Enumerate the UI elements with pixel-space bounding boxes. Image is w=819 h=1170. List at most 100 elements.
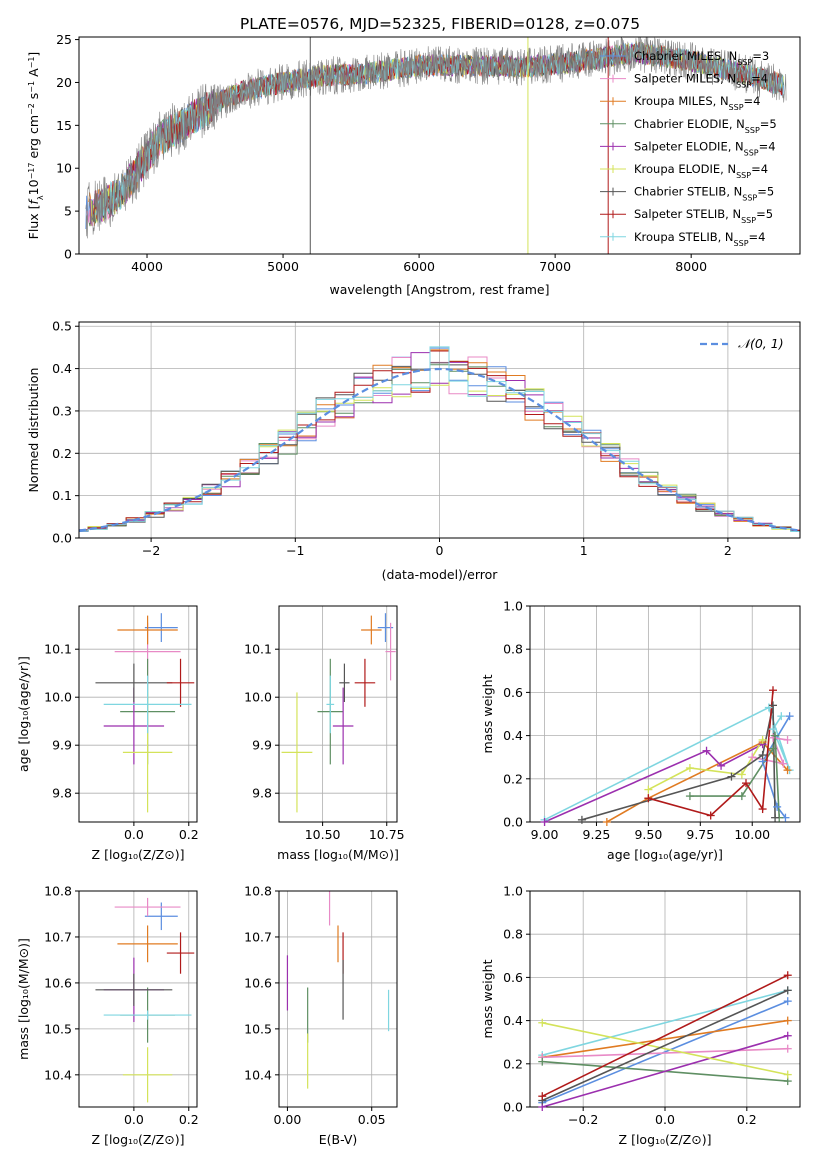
spectrum-axes: 4000 5000 6000 7000 8000 0 5 10 15 20 25 wavelength… bbox=[26, 32, 801, 297]
legend-label: 𝒩(0, 1) bbox=[738, 336, 784, 351]
y-tick-label: 0.8 bbox=[503, 642, 523, 657]
y-axis-label: Flux [fλ10−17 erg cm−2 s−1 A−1] bbox=[26, 52, 45, 240]
x-tick-label: 0.2 bbox=[179, 1112, 199, 1127]
x-axis-label: (data-model)/error bbox=[382, 567, 499, 582]
y-tick-label: 10.7 bbox=[44, 929, 72, 944]
histogram-kroupa-elodie bbox=[79, 360, 800, 532]
histogram-salpeter-stelib bbox=[79, 350, 800, 531]
y-tick-label: 0.4 bbox=[503, 1013, 523, 1028]
y-tick-label: 10.6 bbox=[244, 975, 272, 990]
x-axis-label: wavelength [Angstrom, rest frame] bbox=[329, 282, 549, 297]
y-tick-label: 25 bbox=[56, 32, 72, 47]
x-tick-label: 0 bbox=[436, 543, 444, 558]
x-tick-label: 0.0 bbox=[124, 827, 144, 842]
y-tick-label: 0.1 bbox=[52, 488, 72, 503]
errorbar-point bbox=[385, 622, 396, 681]
axes-frame bbox=[78, 605, 198, 823]
y-tick-label: 0.4 bbox=[503, 728, 523, 743]
z-age-axes: 0.0 0.2 9.8 9.9 10.0 10.1 Z [log₁₀(Z/Z⊙)] age [… bbox=[16, 605, 199, 862]
x-tick-label: 2 bbox=[724, 543, 732, 558]
y-tick-label: 10.8 bbox=[244, 884, 272, 899]
errorbar-point bbox=[166, 932, 195, 974]
legend-label: Chabrier MILES, NSSP=3 bbox=[634, 49, 769, 67]
legend-label: Chabrier ELODIE, NSSP=5 bbox=[634, 117, 777, 135]
x-tick-label: 9.50 bbox=[634, 827, 662, 842]
errorbar-point bbox=[166, 658, 195, 707]
errorbar-point bbox=[95, 663, 173, 702]
errorbar-point bbox=[117, 925, 178, 963]
axes-frame bbox=[278, 605, 398, 823]
y-tick-label: 5 bbox=[64, 204, 72, 219]
histogram-chabrier-stelib bbox=[79, 362, 800, 532]
y-tick-label: 10.1 bbox=[244, 642, 272, 657]
x-tick-label: 10.00 bbox=[734, 827, 770, 842]
data-spectrum bbox=[85, 37, 787, 239]
x-axis-label: E(B-V) bbox=[319, 1132, 358, 1147]
weight-line-salpeter-elodie bbox=[542, 1034, 788, 1107]
errorbar-point bbox=[103, 675, 192, 734]
plot-area bbox=[95, 613, 195, 813]
x-tick-label: 8000 bbox=[675, 259, 707, 274]
x-tick-label: 10.75 bbox=[369, 827, 405, 842]
x-axis-label: Z [log₁₀(Z/Z⊙)] bbox=[92, 1132, 185, 1147]
y-axis-label: mass weight bbox=[480, 959, 495, 1038]
x-tick-label: 5000 bbox=[267, 259, 299, 274]
y-tick-label: 0.3 bbox=[52, 403, 72, 418]
y-tick-label: 9.8 bbox=[52, 786, 72, 801]
x-tick-label: −2 bbox=[142, 543, 160, 558]
x-tick-label: 6000 bbox=[403, 259, 435, 274]
errorbar-point bbox=[117, 615, 178, 645]
y-tick-label: 10.6 bbox=[44, 975, 72, 990]
y-tick-label: 10.0 bbox=[244, 690, 272, 705]
y-tick-label: 10.5 bbox=[44, 1021, 72, 1036]
weight-line-salpeter-miles bbox=[752, 736, 788, 765]
y-tick-label: 10.4 bbox=[44, 1067, 72, 1082]
y-axis-label: mass weight bbox=[480, 674, 495, 753]
y-tick-label: 9.9 bbox=[252, 738, 272, 753]
x-tick-label: 0.05 bbox=[358, 1112, 386, 1127]
legend-label: Kroupa ELODIE, NSSP=4 bbox=[634, 162, 768, 180]
weight-line-kroupa-stelib bbox=[542, 989, 788, 1056]
plot-area bbox=[95, 897, 195, 1103]
y-tick-label: 0.6 bbox=[503, 970, 523, 985]
y-tick-label: 1.0 bbox=[503, 599, 523, 614]
errorbar-point bbox=[332, 687, 354, 765]
figure-title: PLATE=0576, MJD=52325, FIBERID=0128, z=0… bbox=[240, 15, 640, 33]
ebv-mass-axes: 0.00 0.05 10.4 10.5 10.6 10.7 10.8 E(B-V) bbox=[244, 884, 398, 1147]
axes-frame bbox=[529, 605, 801, 823]
y-tick-label: 10.7 bbox=[244, 929, 272, 944]
plot-area bbox=[79, 346, 800, 532]
errorbar-point bbox=[122, 1047, 173, 1103]
y-tick-label: 10.1 bbox=[44, 642, 72, 657]
y-tick-label: 0.0 bbox=[503, 815, 523, 830]
y-axis-label: age [log₁₀(age/yr)] bbox=[16, 656, 31, 772]
axes-frame bbox=[78, 890, 198, 1108]
x-axis-label: age [log₁₀(age/yr)] bbox=[607, 847, 723, 862]
errorbar-point bbox=[144, 613, 178, 642]
y-axis-label: Normed distribution bbox=[26, 368, 41, 493]
weight-line-chabrier-stelib bbox=[541, 989, 789, 1102]
y-tick-label: 15 bbox=[56, 118, 72, 133]
plot-area bbox=[281, 613, 396, 813]
y-tick-label: 0.2 bbox=[503, 1056, 523, 1071]
y-tick-label: 10.8 bbox=[44, 884, 72, 899]
z-weight-axes: −0.2 0.0 0.2 0.0 0.2 0.4 0.6 0.8 1.0 Z [log₁₀(Z/Z… bbox=[480, 884, 801, 1147]
x-tick-label: 0.0 bbox=[655, 1112, 675, 1127]
weight-line-kroupa-miles bbox=[542, 1019, 788, 1059]
y-tick-label: 0.6 bbox=[503, 685, 523, 700]
mass-age-axes: 10.50 10.75 9.8 9.9 10.0 10.1 mass [log₁₀(M/M⊙… bbox=[244, 605, 405, 862]
legend-label: Kroupa STELIB, NSSP=4 bbox=[634, 230, 765, 248]
legend-label: Kroupa MILES, NSSP=4 bbox=[634, 94, 760, 112]
x-axis-label: mass [log₁₀(M/M⊙)] bbox=[277, 847, 399, 862]
x-tick-label: 7000 bbox=[539, 259, 571, 274]
y-tick-label: 0 bbox=[64, 247, 72, 262]
y-tick-label: 0.2 bbox=[52, 446, 72, 461]
z-mass-axes: 0.0 0.2 10.4 10.5 10.6 10.7 10.8 Z [log₁₀(Z/Z⊙)… bbox=[16, 884, 199, 1148]
x-tick-label: −1 bbox=[286, 543, 304, 558]
plot-area bbox=[85, 37, 787, 254]
x-tick-label: 9.75 bbox=[686, 827, 714, 842]
y-tick-label: 0.0 bbox=[503, 1100, 523, 1115]
y-tick-label: 10.0 bbox=[44, 690, 72, 705]
gaussian-curve bbox=[79, 367, 800, 532]
